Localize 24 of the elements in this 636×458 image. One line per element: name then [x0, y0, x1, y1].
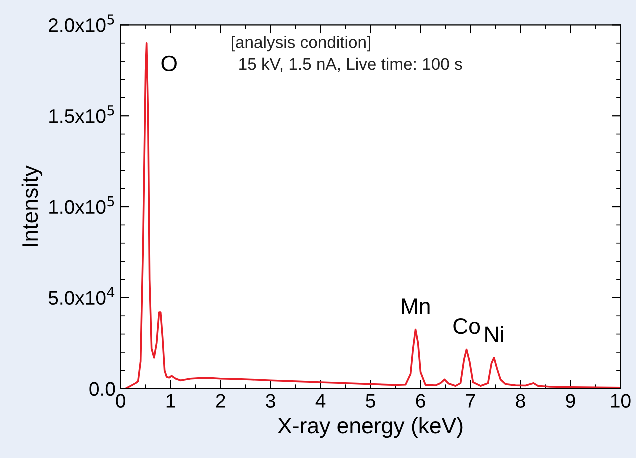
x-tick-label: 5: [366, 394, 376, 408]
y-tick-label: 1.5x10$^{5}$: [50, 106, 114, 124]
x-tick-label: 4: [316, 394, 326, 408]
annotation: 15 kV, 1.5 nA, Live time: 100 s: [240, 58, 462, 72]
x-tick-label: 2: [216, 394, 226, 408]
y-tick-label: 1.0x10$^{5}$: [50, 196, 114, 214]
x-tick-label: 8: [516, 394, 526, 408]
y-tick-label: 2.0x10$^{5}$: [49, 14, 114, 32]
y-tick-label: 5.0x10$^{4}$: [48, 287, 115, 306]
x-tick-label: 0: [116, 394, 126, 408]
annotation: [analysis condition]: [232, 36, 370, 52]
x-tick-label: 6: [416, 394, 426, 408]
annotation: Co: [454, 318, 480, 334]
x-axis-title: X-ray energy (keV): [278, 417, 463, 438]
x-tick-label: 1: [166, 394, 176, 408]
annotation: Mn: [402, 298, 430, 314]
y-tick-label: 0.0: [90, 382, 116, 396]
x-tick-label: 7: [466, 394, 476, 408]
x-tick-label: 3: [266, 394, 276, 408]
annotation: O: [162, 56, 177, 72]
annotation: Ni: [486, 326, 504, 342]
x-tick-label: 10: [611, 394, 631, 408]
x-tick-label: 9: [566, 394, 576, 408]
y-axis-title: Intensity: [22, 166, 43, 246]
